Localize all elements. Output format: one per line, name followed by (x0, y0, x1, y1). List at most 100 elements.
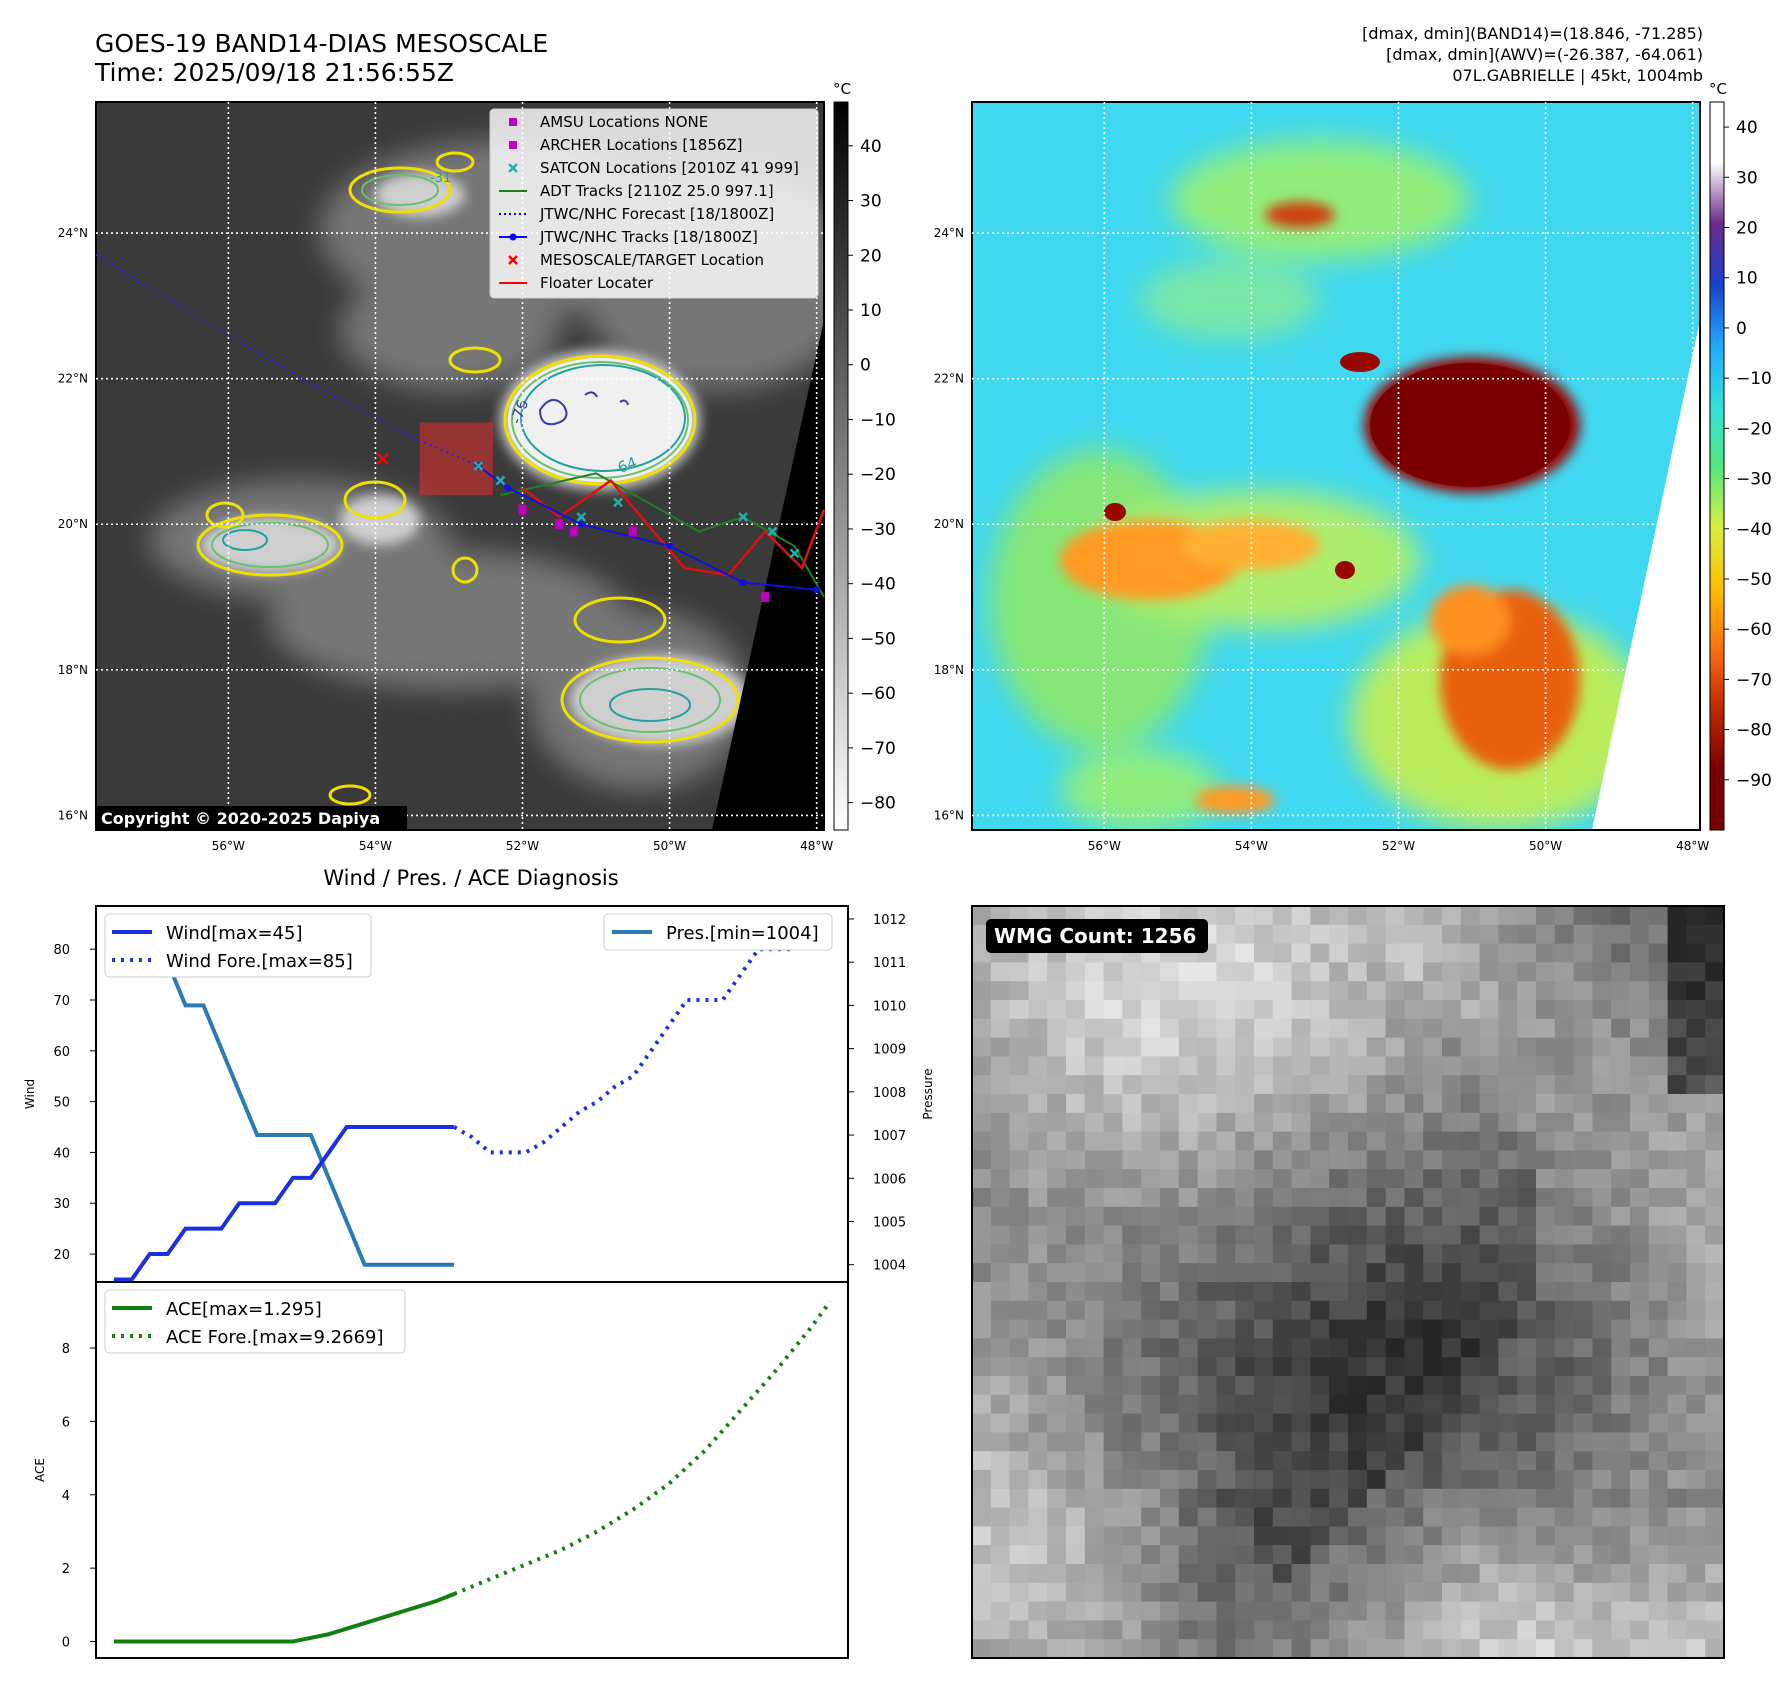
wmg-tile (1423, 1075, 1443, 1095)
wmg-tile (1235, 1432, 1255, 1452)
wmg-tile (1517, 1225, 1537, 1245)
wmg-tile (1310, 1131, 1330, 1151)
wmg-tile (1554, 1075, 1575, 1095)
ace-tick-label: 8 (62, 1342, 70, 1357)
wmg-tile (990, 1263, 1011, 1283)
wmg-tile (1442, 1169, 1462, 1189)
wmg-tile (1084, 1376, 1105, 1396)
wmg-tile (1423, 1564, 1443, 1584)
wmg-tile (1498, 1319, 1518, 1339)
wmg-tile (1254, 1206, 1274, 1227)
wmg-tile (1310, 924, 1330, 945)
wmg-tile (1573, 1582, 1593, 1603)
wmg-tile (1498, 1075, 1518, 1095)
wmg-tile (1573, 1150, 1593, 1170)
wmg-tile (1310, 1507, 1330, 1527)
wmg-tile (1686, 1338, 1706, 1358)
wmg-tile (1648, 1582, 1669, 1603)
wmg-tile (1047, 1169, 1067, 1189)
wmg-tile (1705, 1112, 1725, 1133)
wmg-tile (1611, 1094, 1631, 1114)
wmg-tile (1517, 1488, 1537, 1509)
wmg-tile (1536, 943, 1556, 963)
wmg-tile (1460, 1188, 1481, 1208)
colorbar-tick-label: −50 (860, 629, 896, 649)
wmg-tile (1385, 1150, 1405, 1170)
pres-legend-box (603, 913, 833, 951)
wmg-tile (1291, 1526, 1311, 1546)
wmg-tile (1630, 1056, 1650, 1076)
pressure-tick-label: 1004 (873, 1259, 906, 1274)
wmg-tile (1066, 1470, 1086, 1490)
wmg-tile (1630, 981, 1650, 1001)
wmg-tile (1517, 1112, 1537, 1133)
wmg-tile (1178, 1225, 1199, 1245)
wmg-tile (1009, 1582, 1029, 1603)
wmg-tile (1348, 1376, 1368, 1396)
pressure-tick-label: 1008 (873, 1086, 906, 1101)
wmg-tile (1705, 1601, 1725, 1621)
wmg-tile (1216, 1225, 1236, 1245)
wmg-tile (1103, 1018, 1123, 1039)
wmg-tile (1216, 1131, 1236, 1151)
wmg-tile (1122, 1037, 1142, 1057)
wmg-tile (1536, 1601, 1556, 1621)
wmg-tile (1423, 962, 1443, 982)
wmg-tile (1686, 906, 1706, 926)
wmg-tile (1103, 1432, 1123, 1452)
wmg-tile (1554, 1282, 1575, 1302)
wmg-tile (1536, 906, 1556, 926)
ir-frame (95, 101, 825, 831)
wmg-tile (1084, 1507, 1105, 1527)
wmg-tile (972, 1000, 992, 1020)
wmg-tile (990, 1319, 1011, 1339)
wmg-tile (1554, 1451, 1575, 1471)
wmg-tile (1404, 1357, 1424, 1377)
wmg-tile (1498, 1451, 1518, 1471)
wmg-tile (1122, 962, 1142, 982)
wmg-tile (1329, 1244, 1349, 1264)
wmg-tile (1611, 1225, 1631, 1245)
wmg-tile (1348, 1639, 1368, 1659)
wmg-tile (1648, 1282, 1669, 1302)
colorbar-tick-label: 0 (1736, 319, 1747, 339)
wmg-tile (1630, 1545, 1650, 1565)
wmg-tile (1630, 1582, 1650, 1603)
wmg-tile (1348, 1225, 1368, 1245)
wmg-tile (1705, 1169, 1725, 1189)
wmg-tile (1404, 1338, 1424, 1358)
wmg-tile (1498, 1000, 1518, 1020)
wmg-tile (1066, 1601, 1086, 1621)
wmg-tile (1536, 1620, 1556, 1640)
wmg-tile (1630, 1470, 1650, 1490)
wmg-tile (1705, 1526, 1725, 1546)
wmg-tile (1272, 1526, 1293, 1546)
wmg-tile (1536, 1545, 1556, 1565)
wmg-tile (1385, 1169, 1405, 1189)
wmg-tile (1385, 1620, 1405, 1640)
wmg-tile (1329, 1131, 1349, 1151)
wmg-tile (1611, 1075, 1631, 1095)
wmg-tile (1084, 1282, 1105, 1302)
wmg-tile (1667, 1357, 1687, 1377)
nhc-track-point (504, 484, 512, 492)
wmg-tile (1310, 943, 1330, 963)
wmg-tile (1028, 1601, 1048, 1621)
wmg-tile (1066, 1620, 1086, 1640)
wmg-tile (1366, 1206, 1387, 1227)
wmg-tile (1028, 1357, 1048, 1377)
wmg-tile (1329, 1206, 1349, 1227)
wmg-tile (1272, 906, 1293, 926)
wmg-tile (1460, 962, 1481, 982)
lon-label: 48°W (1676, 839, 1709, 853)
wmg-tile (1047, 1545, 1067, 1565)
wmg-tile (1197, 1188, 1217, 1208)
wmg-tile (1047, 1639, 1067, 1659)
wmg-tile (1254, 1056, 1274, 1076)
wmg-tile (1423, 1639, 1443, 1659)
wmg-tile (1423, 943, 1443, 963)
wmg-tile (1160, 1601, 1180, 1621)
wmg-tile (1705, 1620, 1725, 1640)
wmg-tile (1178, 1131, 1199, 1151)
wmg-tile (1272, 1488, 1293, 1509)
